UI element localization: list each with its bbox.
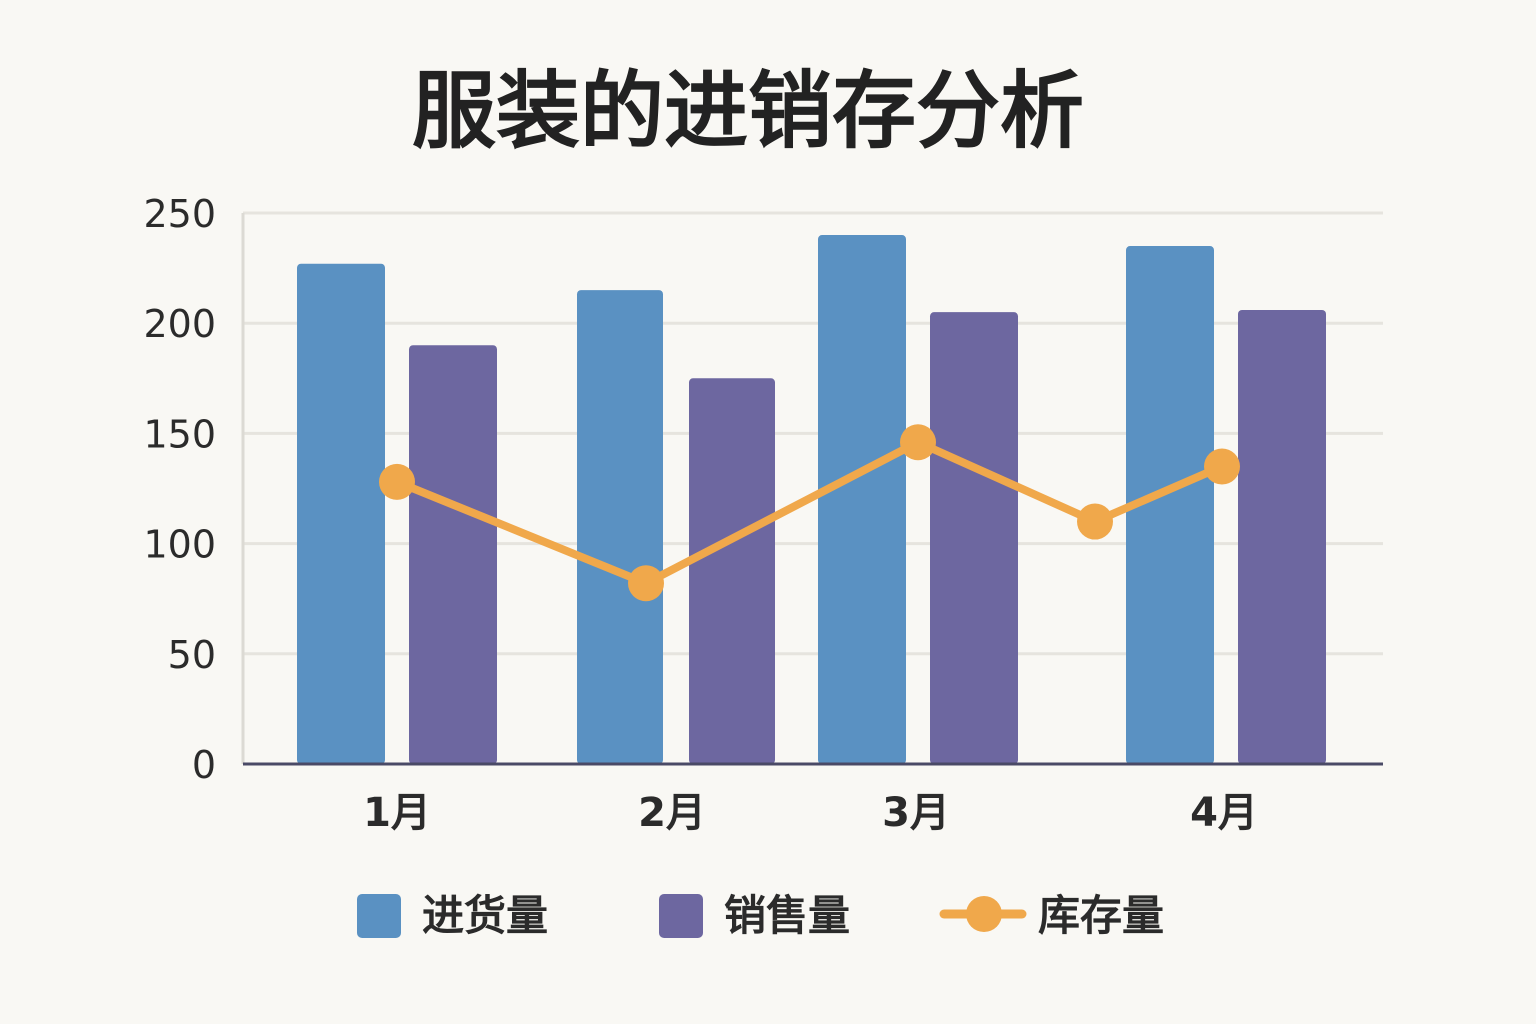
legend-label: 库存量: [1038, 891, 1164, 940]
x-tick-label: 2月: [638, 790, 706, 836]
y-tick-label: 50: [168, 633, 216, 677]
bar-purchase: [297, 263, 385, 764]
legend-label: 进货量: [422, 891, 548, 940]
legend-label: 销售量: [724, 891, 850, 940]
axis-layer: 0 50 100 150 200 250 1月 2月 3月 4月: [143, 192, 1383, 836]
bar-purchase: [818, 235, 906, 765]
legend-swatch: [357, 894, 401, 938]
bar-sales: [689, 378, 775, 764]
inventory-point: [1077, 503, 1113, 540]
y-tick-label: 0: [192, 743, 216, 787]
inventory-point: [379, 463, 415, 500]
x-tick-label: 1月: [363, 790, 431, 836]
x-tick-label: 3月: [882, 790, 950, 836]
bar-sales: [1238, 309, 1326, 764]
y-tick-label: 250: [143, 192, 216, 236]
inventory-point: [900, 424, 936, 461]
bar-purchase: [1126, 246, 1214, 764]
y-tick-label: 200: [143, 302, 216, 346]
bar-purchase: [577, 290, 663, 764]
inventory-point: [628, 565, 664, 602]
bar-sales: [409, 345, 497, 764]
bar-sales: [930, 312, 1018, 764]
chart-title: 服装的进销存分析: [412, 62, 1084, 160]
y-tick-label: 150: [143, 412, 216, 456]
bars-layer: [297, 235, 1326, 765]
legend-swatch: [659, 894, 703, 938]
x-tick-label: 4月: [1190, 790, 1258, 836]
y-tick-label: 100: [143, 523, 216, 567]
inventory-point: [1204, 448, 1240, 485]
legend-marker: [966, 896, 1002, 932]
line-layer: [379, 424, 1240, 602]
legend: 进货量 销售量 库存量: [357, 891, 1164, 940]
